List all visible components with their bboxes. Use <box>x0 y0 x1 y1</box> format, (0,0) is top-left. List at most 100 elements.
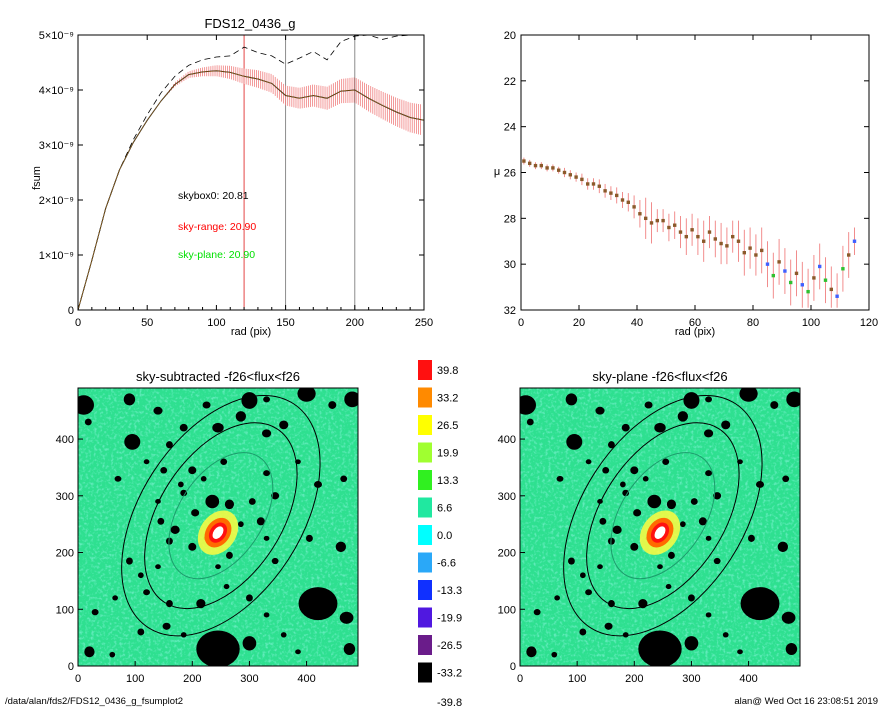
skyplane-mask-blob <box>638 630 682 666</box>
mu-point <box>719 241 723 246</box>
skysub-mask-blob <box>263 396 271 403</box>
skyplane-mask-blob <box>526 418 534 426</box>
mu-point <box>794 271 799 276</box>
skyplane-mask-blob <box>688 594 695 602</box>
skyplane-mask-blob <box>705 470 712 477</box>
mu-xtick-label: 40 <box>631 317 643 329</box>
colorbar-label: -6.6 <box>437 558 456 570</box>
skysub-aperture-ellipse <box>121 394 321 637</box>
skysub-mask-blob <box>112 595 119 601</box>
skyplane-mask-blob <box>777 541 788 553</box>
skyplane-ytick-label: 0 <box>510 661 516 673</box>
mu-point <box>765 262 770 266</box>
mu-xtick-label: 120 <box>860 317 878 329</box>
colorbar-swatch <box>418 525 432 545</box>
colorbar-swatch <box>418 360 432 380</box>
mu-point <box>678 230 683 234</box>
skyplane-mask-blob <box>597 564 603 570</box>
skyplane-mask-blob <box>580 572 586 579</box>
skyplane-xtick-label: 0 <box>517 673 523 685</box>
fsum-profile-tint <box>77 70 425 311</box>
skysub-xtick-label: 0 <box>75 673 81 685</box>
skysub-mask-blob <box>297 388 316 402</box>
mu-point <box>713 237 717 241</box>
skysub-galaxy-core <box>212 526 224 539</box>
mu-point <box>760 248 764 253</box>
mu-point <box>655 218 659 223</box>
mu-plot-area <box>522 157 857 308</box>
mu-point <box>568 173 572 177</box>
skyplane-mask-blob <box>705 535 712 541</box>
skyplane-mask-blob <box>647 494 662 509</box>
mu-ytick-label: 22 <box>504 76 516 88</box>
fsum-xtick-label: 0 <box>75 317 81 329</box>
skyplane-xtick-label: 100 <box>568 673 586 685</box>
skysub-ytick-label: 100 <box>56 604 74 616</box>
skysub-mask-blob <box>123 393 136 406</box>
mu-point <box>736 239 741 243</box>
skysub-mask-blob <box>170 525 180 535</box>
mu-ytick-label: 30 <box>504 259 516 271</box>
mu-point <box>806 289 810 294</box>
fsum-xtick-label: 100 <box>207 317 225 329</box>
skyplane-aperture-ellipse <box>586 422 740 610</box>
mu-point <box>667 225 671 230</box>
skyplane-mask-blob <box>633 509 642 517</box>
skysub-mask-blob <box>160 467 168 474</box>
mu-point <box>742 251 746 255</box>
skysub-xtick-label: 100 <box>126 673 144 685</box>
mu-point <box>690 228 694 232</box>
skyplane-mask-blob <box>748 534 755 542</box>
skysub-xtick-label: 300 <box>240 673 258 685</box>
sky-plane-axes: 0 100 200 300 400 0 100 200 300 400 <box>498 387 801 685</box>
skyplane-mask-blob <box>595 406 605 415</box>
skysub-mask-blob <box>223 584 230 590</box>
skyplane-mask-blob <box>622 489 630 497</box>
colorbar-label: 19.9 <box>437 448 458 460</box>
mu-point <box>754 253 758 257</box>
mu-point <box>852 239 857 243</box>
skysub-mask-blob <box>180 489 188 497</box>
mu-point <box>580 177 584 182</box>
fsum-plot-area <box>77 34 425 311</box>
skysub-mask-blob <box>339 611 354 624</box>
skysub-mask-blob <box>162 622 171 630</box>
colorbar-swatch <box>418 497 432 518</box>
skysub-mask-blob <box>153 406 163 415</box>
colorbar-label: 33.2 <box>437 393 458 405</box>
skysub-mask-blob <box>188 466 197 475</box>
colorbar-label: 39.8 <box>437 365 458 377</box>
skyplane-mask-blob <box>680 521 686 528</box>
skyplane-mask-blob <box>668 551 675 559</box>
mu-point <box>591 182 596 186</box>
panel-fsum: FDS12_0436_g 0 50 100 150 200 250 0 1×10⁻⁹ 2×10⁻… <box>31 16 433 338</box>
skyplane-mask-blob <box>705 396 712 403</box>
mu-point <box>562 170 567 175</box>
skyplane-mask-blob <box>740 587 780 621</box>
fsum-ytick-label: 3×10⁻⁹ <box>39 140 74 152</box>
skyplane-mask-blob <box>621 423 630 432</box>
fsum-ytick-label: 2×10⁻⁹ <box>39 195 74 207</box>
skysub-ytick-label: 400 <box>56 434 74 446</box>
colorbar-swatch <box>418 470 432 490</box>
skyplane-aperture-ellipse <box>563 394 763 637</box>
skyplane-mask-blob <box>599 517 607 525</box>
fsum-ytick-label: 0 <box>68 305 74 317</box>
skyplane-mask-blob <box>683 392 700 409</box>
skysub-mask-blob <box>271 492 280 500</box>
skyplane-mask-blob <box>713 492 722 500</box>
fsum-axes: 0 50 100 150 200 250 0 1×10⁻⁹ 2×10⁻⁹ 3×10⁻⁹ 4×10⁻⁹… <box>39 30 433 329</box>
colorbar-label: 13.3 <box>437 475 458 487</box>
mu-point <box>823 278 828 282</box>
skyplane-mask-blob <box>568 557 575 565</box>
skyplane-mask-blob <box>526 646 537 658</box>
annotation-sky-range: sky-range: 20.90 <box>178 221 256 233</box>
skysub-mask-blob <box>126 557 133 565</box>
mu-ytick-label: 26 <box>504 168 516 180</box>
skysub-mask-blob <box>196 630 240 666</box>
skyplane-mask-blob <box>770 401 779 409</box>
mu-ytick-label: 24 <box>504 122 516 134</box>
mu-point <box>557 168 561 172</box>
